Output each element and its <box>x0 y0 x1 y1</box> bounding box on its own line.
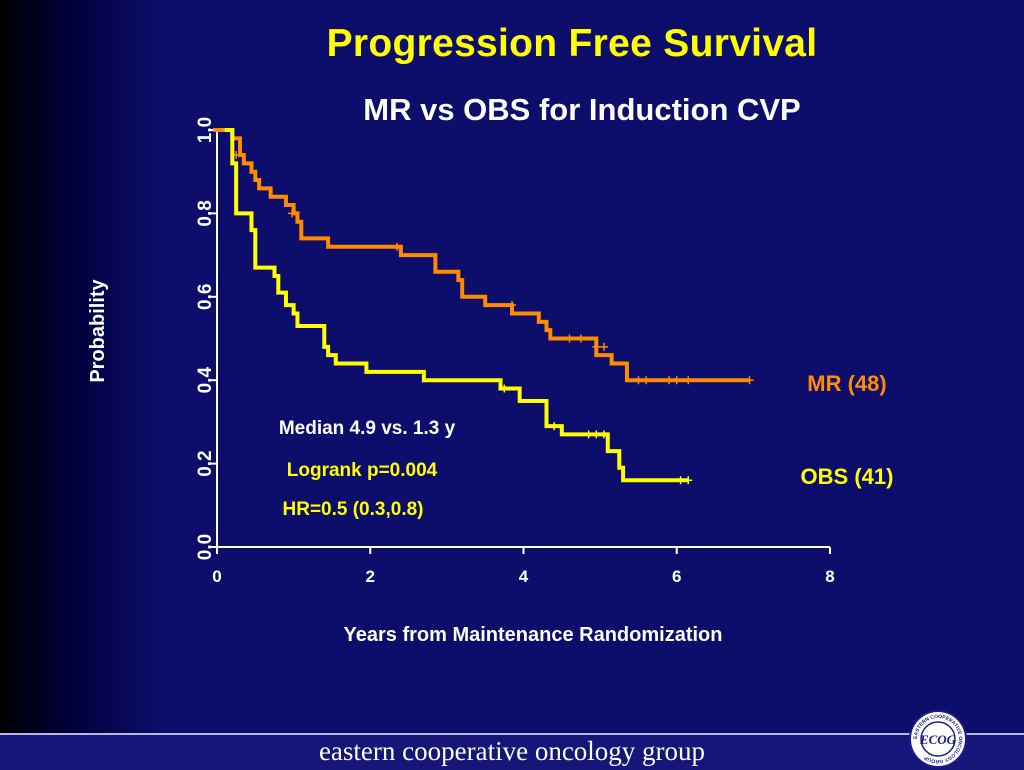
x-tick-label: 2 <box>366 567 375 586</box>
series-group <box>213 128 754 485</box>
series-line-obs <box>224 128 689 483</box>
legend-mr: MR (48) <box>807 371 886 396</box>
legend-obs: OBS (41) <box>801 464 894 489</box>
censor-mark <box>550 422 559 431</box>
x-tick-label: 8 <box>825 567 834 586</box>
x-tick-label: 4 <box>519 567 529 586</box>
censor-mark <box>592 342 601 351</box>
censor-mark <box>288 209 297 218</box>
censor-mark <box>684 476 693 485</box>
y-tick-label: 0.0 <box>195 534 216 560</box>
censor-mark <box>599 430 608 439</box>
censor-mark <box>592 430 601 439</box>
footer-bar <box>0 733 1024 770</box>
y-tick-label: 1.0 <box>195 117 216 143</box>
censor-mark <box>500 384 509 393</box>
x-ticks: 0 2 4 6 8 <box>212 547 835 586</box>
footer-text: eastern cooperative oncology group <box>318 736 706 766</box>
hr-annotation: HR=0.5 (0.3,0.8) <box>283 499 424 520</box>
censor-mark <box>676 476 685 485</box>
y-tick-label: 0.8 <box>195 200 216 226</box>
y-tick-label: 0.4 <box>195 367 216 394</box>
censor-mark <box>576 334 585 343</box>
median-annotation: Median 4.9 vs. 1.3 y <box>279 418 456 439</box>
y-ticks: 0.0 0.2 0.4 0.6 0.8 1.0 <box>195 117 217 560</box>
censor-mark <box>745 376 754 385</box>
censor-mark <box>665 376 674 385</box>
y-tick-label: 0.2 <box>195 450 216 476</box>
y-axis-label: Probability <box>87 278 109 382</box>
censor-mark <box>599 342 608 351</box>
censor-mark <box>642 376 651 385</box>
logrank-annotation: Logrank p=0.004 <box>287 460 438 481</box>
x-tick-label: 6 <box>672 567 681 586</box>
censor-mark <box>672 376 681 385</box>
censor-mark <box>684 376 693 385</box>
censor-mark <box>584 430 593 439</box>
logo-label: ECOG <box>919 732 957 747</box>
series-line-mr <box>213 128 750 383</box>
censor-mark <box>565 334 574 343</box>
slide-subtitle: MR vs OBS for Induction CVP <box>363 92 801 127</box>
censor-mark <box>393 242 402 251</box>
y-tick-label: 0.6 <box>195 284 216 310</box>
x-axis-label: Years from Maintenance Randomization <box>344 624 723 646</box>
censor-mark <box>508 301 517 310</box>
ecog-logo: EASTERN COOPERATIVE ONCOLOGY GROUP ECOG <box>909 710 967 768</box>
slide-title: Progression Free Survival <box>326 22 818 65</box>
x-tick-label: 0 <box>212 567 221 586</box>
censor-mark <box>634 376 643 385</box>
chart-axes <box>216 130 830 548</box>
